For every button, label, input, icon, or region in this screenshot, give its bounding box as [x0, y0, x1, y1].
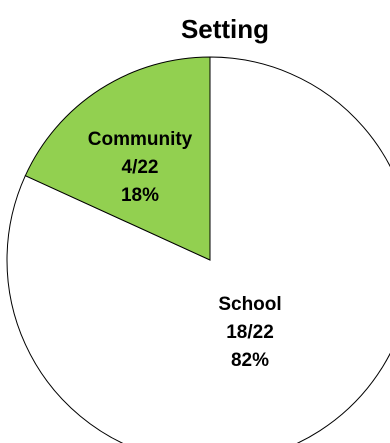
chart-title: Setting: [180, 14, 270, 44]
slice-community-label: Community: [88, 129, 193, 150]
pie-slice-community: [24, 56, 211, 261]
pie-slices: [6, 56, 390, 443]
slice-community-fraction: 4/22: [122, 157, 159, 178]
slice-school-label: School: [218, 294, 281, 315]
slice-school-percent: 82%: [231, 350, 269, 371]
slice-community-percent: 18%: [121, 185, 159, 206]
pie-slice-school: [6, 56, 390, 443]
pie-labels: School 18/22 82% Community 4/22 18%: [88, 129, 282, 371]
slice-school-fraction: 18/22: [226, 322, 274, 343]
